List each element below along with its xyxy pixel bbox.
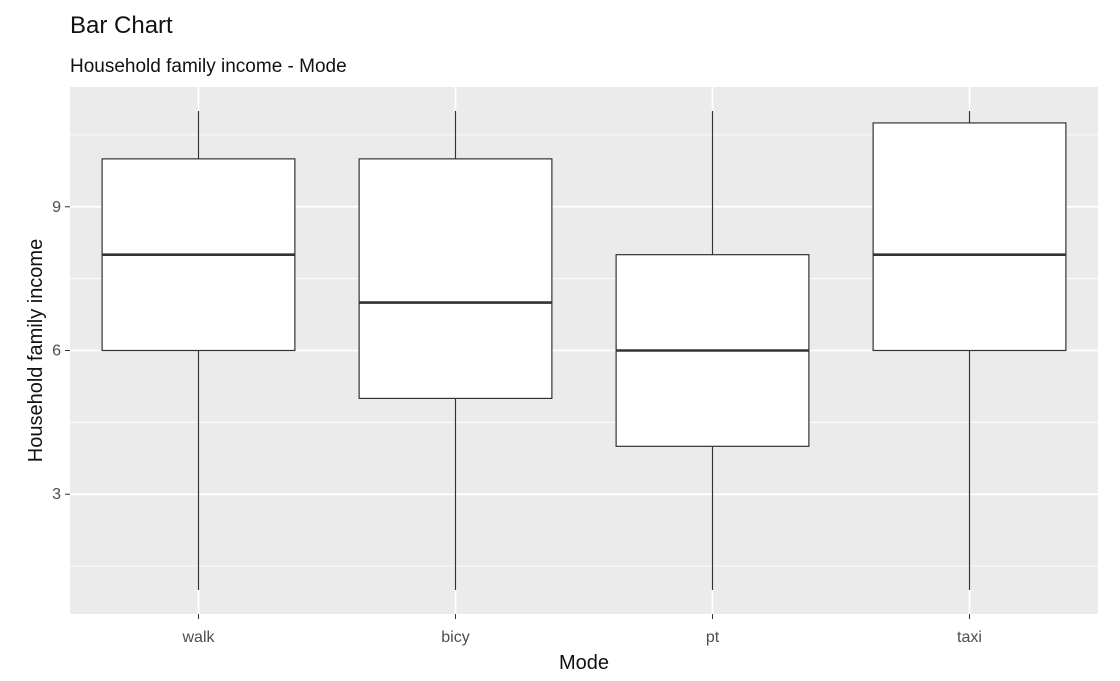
x-axis-ticks: walk bicy pt taxi [181,614,982,646]
iqr-box [872,122,1067,352]
chart-title: Bar Chart [70,12,173,39]
box-walk [101,110,296,591]
x-tick-label: walk [181,629,215,646]
box-taxi [872,110,1067,591]
y-axis-ticks: 3 6 9 [52,199,70,503]
x-tick-label: bicy [441,629,469,646]
box-pt [615,110,810,591]
y-axis-title: Household family income [25,239,47,462]
boxes [101,110,1067,591]
x-tick-label: pt [706,629,720,646]
iqr-box [358,158,553,400]
y-tick-label: 6 [52,343,61,360]
x-axis-title: Mode [559,652,609,674]
chart-subtitle: Household family income - Mode [70,56,347,77]
y-tick-label: 9 [52,199,61,216]
box-bicy [358,110,553,591]
y-tick-label: 3 [52,486,61,503]
x-tick-label: taxi [957,629,982,646]
